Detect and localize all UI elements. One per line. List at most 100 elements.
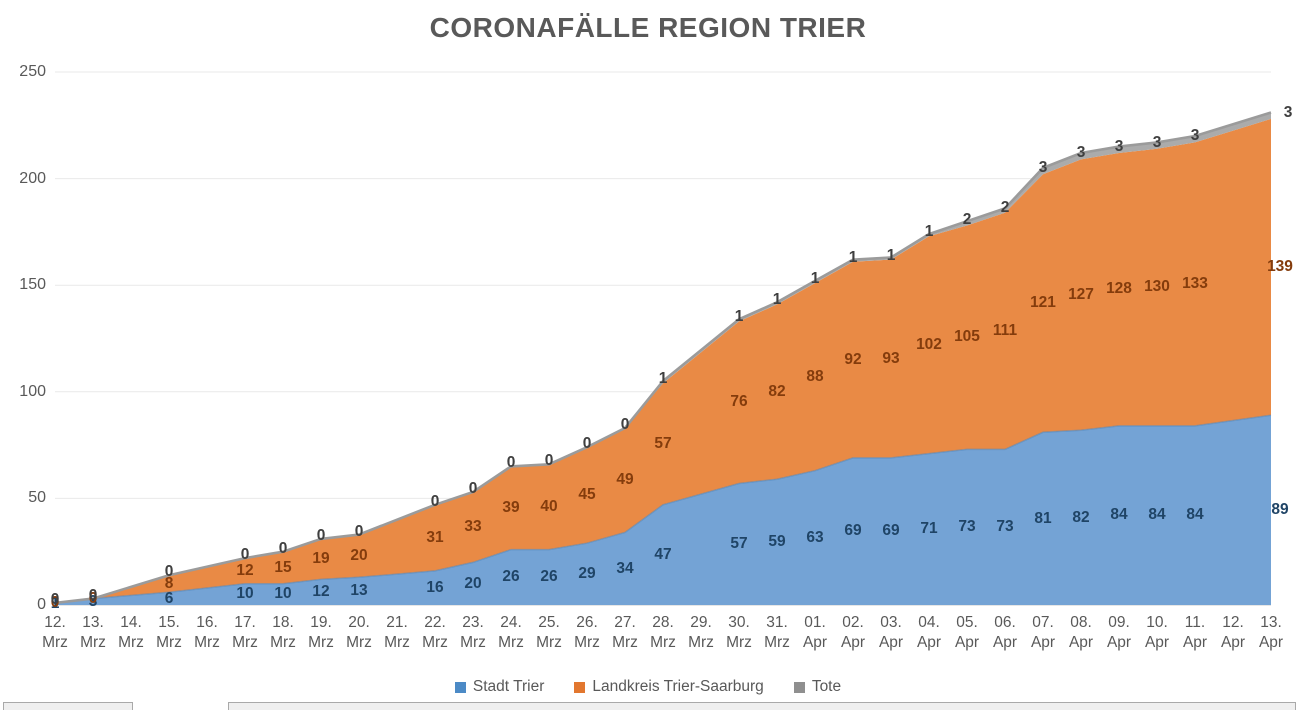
edge-stadt-trier (54, 414, 1272, 604)
data-label-tote: 2 (962, 211, 972, 229)
data-label-landkreis-trier-saarburg: 82 (768, 382, 786, 400)
data-label-landkreis-trier-saarburg: 19 (312, 550, 330, 568)
data-label-tote: 0 (316, 526, 326, 544)
data-label-tote: 0 (50, 590, 60, 608)
data-label-tote: 1 (658, 370, 668, 388)
data-label-stadt-trier: 12 (312, 583, 330, 601)
data-label-landkreis-trier-saarburg: 8 (164, 574, 174, 592)
data-label-stadt-trier: 20 (464, 574, 482, 592)
data-label-tote: 3 (1190, 127, 1200, 145)
data-label-landkreis-trier-saarburg: 133 (1182, 275, 1208, 293)
data-label-landkreis-trier-saarburg: 127 (1068, 285, 1094, 303)
legend-label-landkreis-trier-saarburg: Landkreis Trier-Saarburg (592, 678, 764, 695)
data-label-stadt-trier: 69 (882, 522, 900, 540)
y-axis-label: 200 (19, 169, 46, 187)
x-axis-label: 06. Apr (992, 614, 1018, 651)
y-axis-label: 100 (19, 382, 46, 400)
data-label-stadt-trier: 1 (50, 594, 60, 612)
data-label-stadt-trier: 81 (1034, 509, 1052, 527)
data-label-landkreis-trier-saarburg: 130 (1144, 278, 1170, 296)
x-axis-label: 13. Mrz (80, 614, 106, 651)
chart-legend: Stadt Trier Landkreis Trier-Saarburg Tot… (0, 678, 1296, 696)
data-label-tote: 0 (164, 563, 174, 581)
legend-item-tote[interactable]: Tote (793, 678, 842, 696)
legend-item-stadt-trier[interactable]: Stadt Trier (454, 678, 545, 696)
x-axis-label: 28. Mrz (650, 614, 676, 651)
legend-item-landkreis-trier-saarburg[interactable]: Landkreis Trier-Saarburg (574, 678, 764, 696)
edge-tote (54, 111, 1272, 605)
data-label-landkreis-trier-saarburg: 12 (236, 561, 254, 579)
x-axis-label: 10. Apr (1144, 614, 1170, 651)
data-label-stadt-trier: 69 (844, 522, 862, 540)
data-label-landkreis-trier-saarburg: 121 (1030, 294, 1056, 312)
data-label-tote: 3 (1114, 137, 1124, 155)
data-label-stadt-trier: 10 (236, 585, 254, 603)
data-label-landkreis-trier-saarburg: 92 (844, 350, 862, 368)
data-label-landkreis-trier-saarburg: 15 (274, 558, 292, 576)
data-label-landkreis-trier-saarburg: 20 (350, 546, 368, 564)
data-label-landkreis-trier-saarburg: 76 (730, 393, 748, 411)
x-axis-label: 31. Mrz (764, 614, 790, 651)
data-label-stadt-trier: 26 (540, 568, 558, 586)
data-label-tote: 0 (468, 480, 478, 497)
data-label-tote: 3 (1283, 103, 1293, 121)
x-axis-label: 15. Mrz (156, 614, 182, 651)
data-label-stadt-trier: 82 (1072, 508, 1090, 526)
data-label-tote: 0 (240, 546, 250, 564)
legend-label-stadt-trier: Stadt Trier (472, 678, 545, 695)
data-label-stadt-trier: 29 (578, 565, 596, 583)
data-label-tote: 3 (1076, 144, 1086, 162)
data-label-stadt-trier: 59 (768, 533, 786, 551)
x-axis-label: 07. Apr (1030, 614, 1056, 651)
x-axis-label: 02. Apr (840, 614, 866, 651)
x-axis-label: 30. Mrz (726, 614, 752, 651)
y-axis-label: 0 (37, 596, 46, 613)
data-label-stadt-trier: 84 (1148, 506, 1166, 524)
data-label-landkreis-trier-saarburg: 102 (916, 335, 942, 353)
data-label-stadt-trier: 26 (502, 568, 520, 586)
data-label-landkreis-trier-saarburg: 0 (88, 589, 98, 607)
legend-swatch-stadt-trier (454, 681, 466, 693)
chart-title: CORONAFÄLLE REGION TRIER (429, 12, 867, 43)
data-label-stadt-trier: 3 (88, 592, 98, 610)
x-axis-label: 20. Mrz (346, 614, 372, 651)
x-axis-label: 29. Mrz (688, 614, 714, 651)
data-label-tote: 3 (1038, 159, 1048, 177)
data-label-landkreis-trier-saarburg: 0 (50, 593, 60, 611)
data-label-stadt-trier: 34 (616, 559, 634, 577)
data-label-landkreis-trier-saarburg: 111 (992, 322, 1018, 340)
data-label-landkreis-trier-saarburg: 128 (1106, 280, 1132, 298)
bottom-ui-fragment-left[interactable] (3, 702, 133, 710)
x-axis-label: 27. Mrz (612, 614, 638, 651)
x-axis-label: 08. Apr (1068, 614, 1094, 651)
data-label-stadt-trier: 73 (958, 518, 976, 536)
legend-swatch-tote (793, 681, 805, 693)
data-label-stadt-trier: 71 (920, 520, 938, 538)
data-label-stadt-trier: 84 (1110, 506, 1128, 524)
legend-label-tote: Tote (811, 678, 842, 695)
data-label-stadt-trier: 57 (730, 535, 748, 553)
data-label-landkreis-trier-saarburg: 139 (1267, 258, 1293, 276)
data-label-landkreis-trier-saarburg: 49 (616, 471, 634, 489)
data-label-tote: 1 (810, 270, 820, 287)
data-label-stadt-trier: 84 (1186, 506, 1204, 524)
x-axis-label: 11. Apr (1182, 614, 1208, 651)
bottom-ui-fragment-right[interactable] (228, 702, 1296, 710)
x-axis-label: 21. Mrz (384, 614, 410, 651)
x-axis-label: 26. Mrz (574, 614, 600, 651)
data-label-landkreis-trier-saarburg: 88 (806, 367, 824, 385)
data-label-tote: 0 (544, 452, 554, 470)
y-axis-label: 150 (19, 276, 46, 294)
x-axis-label: 23. Mrz (460, 614, 486, 651)
x-axis-label: 03. Apr (878, 614, 904, 651)
data-label-tote: 2 (1000, 198, 1010, 216)
x-axis-label: 17. Mrz (232, 614, 258, 651)
x-axis-label: 19. Mrz (308, 614, 334, 651)
x-axis-label: 13. Apr (1258, 614, 1284, 651)
data-label-tote: 1 (886, 246, 896, 264)
data-label-tote: 3 (1152, 133, 1162, 151)
area-stadt-trier[interactable] (55, 415, 1271, 605)
x-axis-label: 16. Mrz (194, 614, 220, 651)
area-landkreis-trier-saarburg[interactable] (55, 118, 1271, 603)
